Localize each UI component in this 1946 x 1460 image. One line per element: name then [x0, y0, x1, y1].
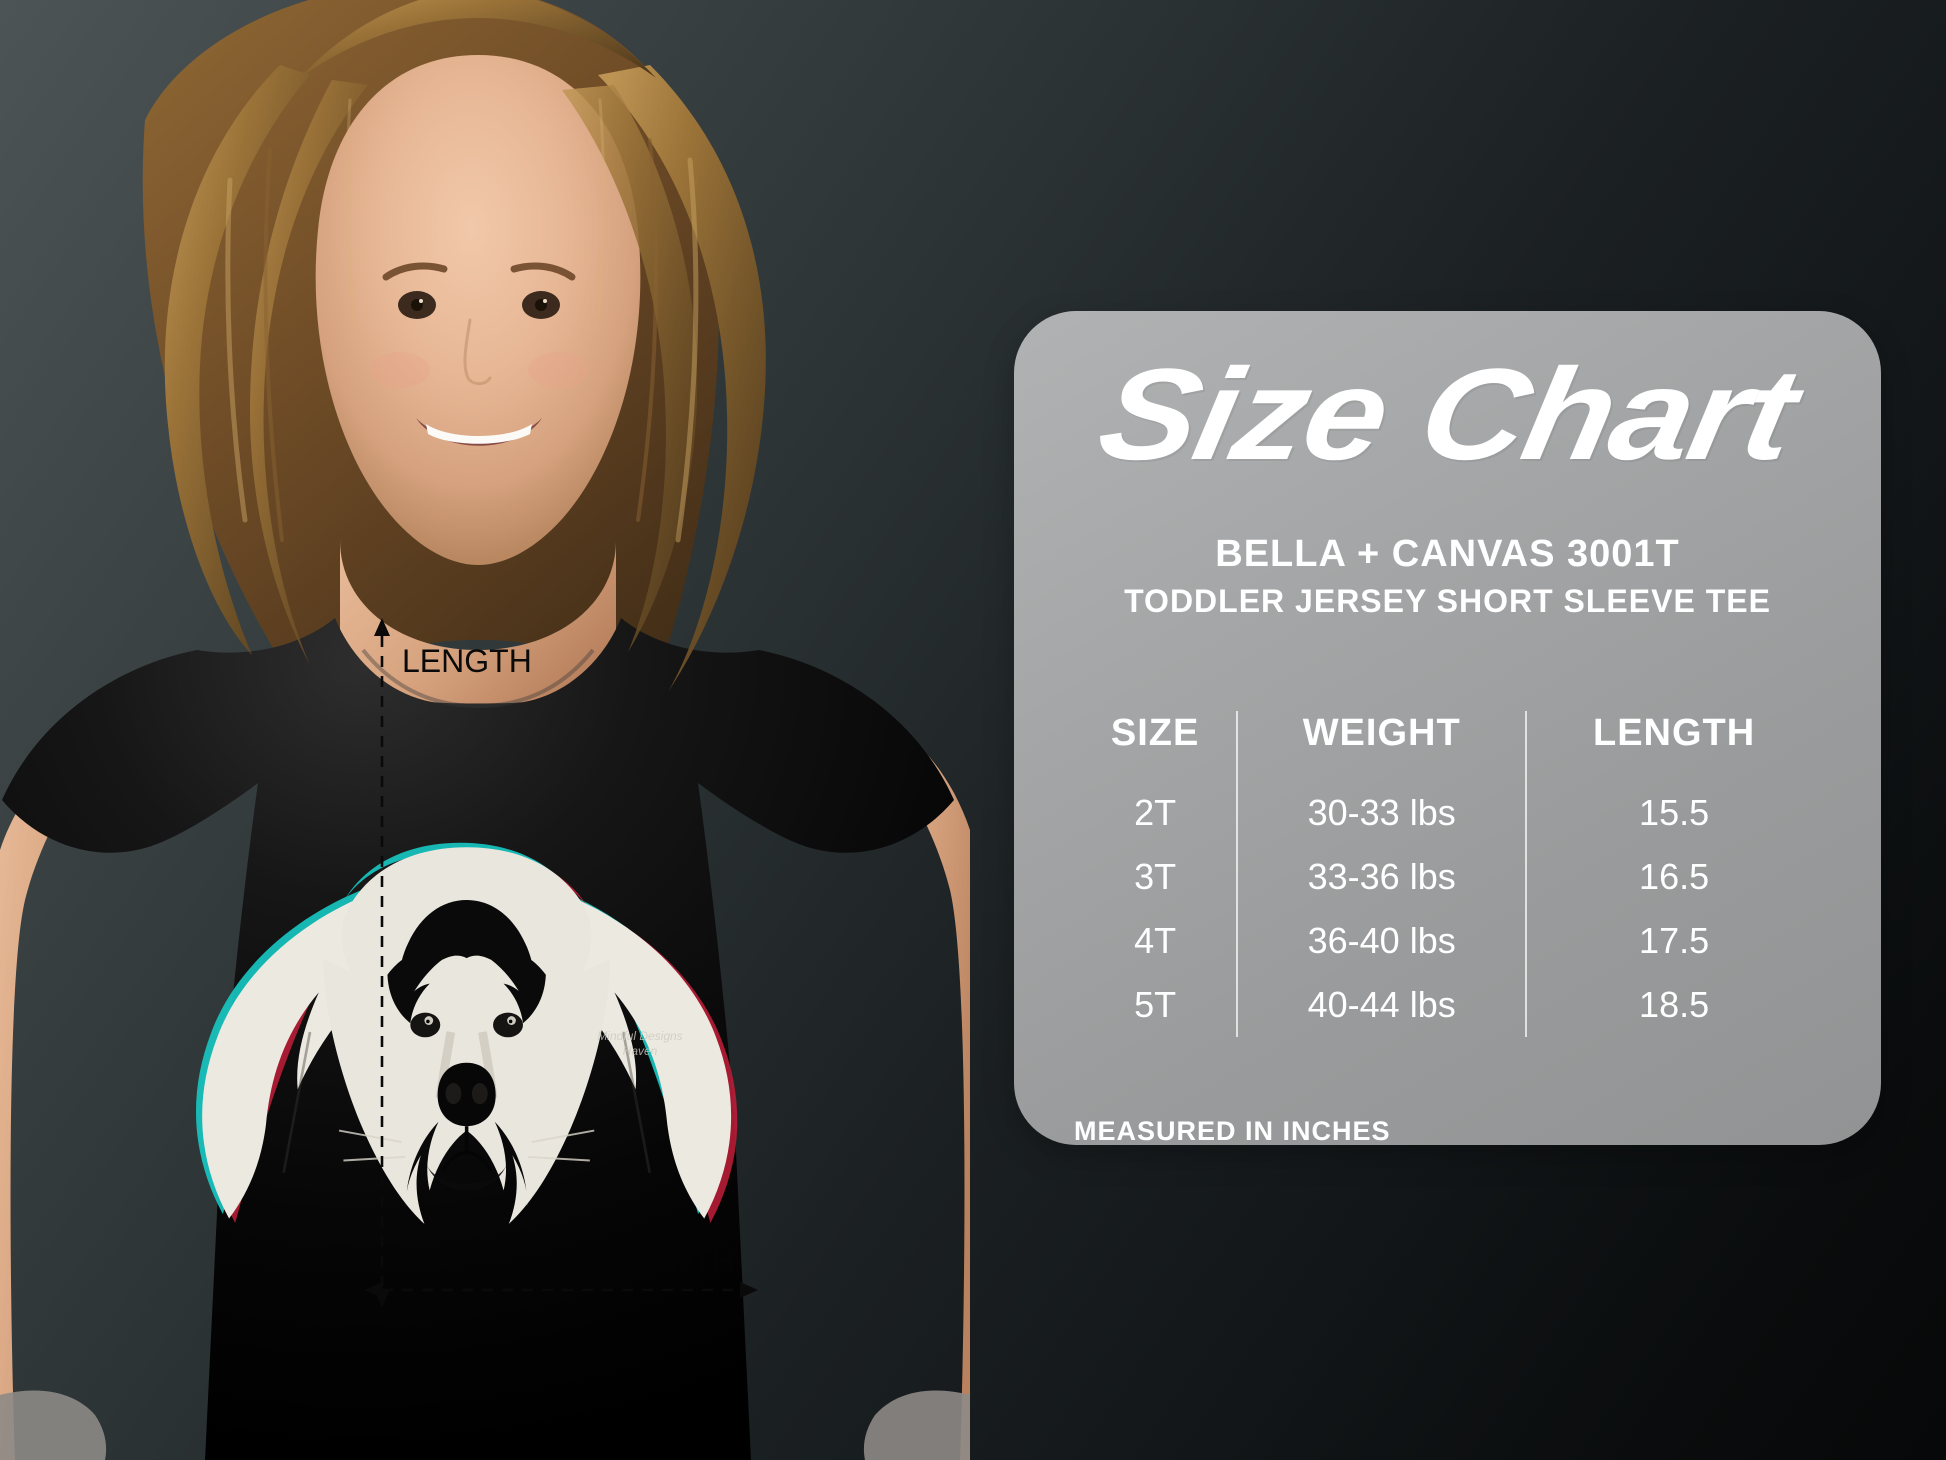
svg-text:LENGTH: LENGTH — [402, 643, 532, 679]
svg-text:WIDTH: WIDTH — [630, 1243, 735, 1279]
svg-text:Haven: Haven — [623, 1044, 658, 1058]
svg-text:Mindful Designs: Mindful Designs — [597, 1029, 682, 1043]
